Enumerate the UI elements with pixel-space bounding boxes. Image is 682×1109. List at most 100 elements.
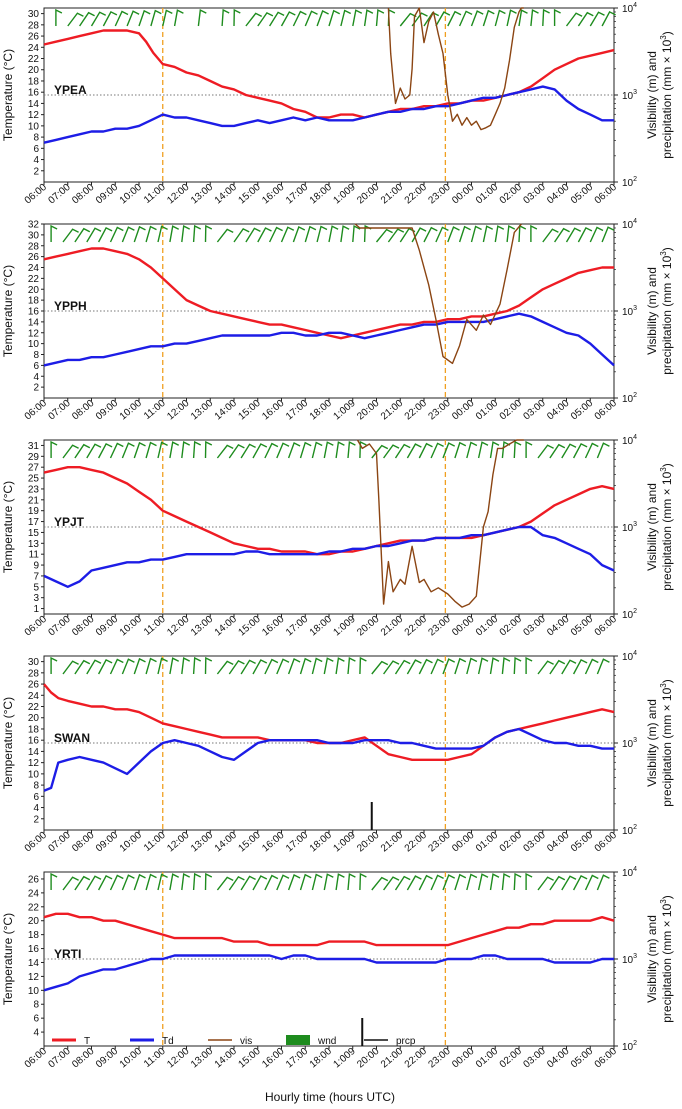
wind-barb	[126, 10, 140, 27]
wind-barb	[97, 226, 113, 243]
y-tick-label: 8	[33, 1000, 39, 1011]
right-tick-label: 102	[622, 392, 637, 405]
x-tick-label: 10:00	[118, 614, 145, 639]
right-axis-label-line1: Visibility (m) and	[645, 483, 659, 571]
wind-barb	[157, 225, 168, 243]
wind-barb	[157, 873, 168, 891]
wind-barb	[50, 440, 58, 458]
y-tick-label: 26	[28, 32, 40, 43]
wind-barb	[577, 226, 593, 243]
series-td-line	[43, 312, 615, 367]
wind-barb	[584, 874, 599, 891]
y-tick-label: 24	[28, 43, 40, 54]
wind-barb	[530, 9, 539, 27]
legend-label: prcp	[396, 1036, 416, 1047]
wind-barb	[435, 226, 449, 243]
wind-barb	[359, 440, 367, 459]
wind-barb	[287, 658, 301, 675]
series-vis-line	[354, 223, 522, 365]
x-tick-label: 02:00	[498, 398, 525, 423]
series-t-line	[43, 912, 615, 947]
y-tick-label: 13	[28, 539, 40, 550]
wind-barb	[518, 9, 528, 27]
wind-barb	[162, 9, 173, 27]
wind-barb	[245, 12, 263, 27]
x-tick-label: 16:00	[260, 1046, 287, 1071]
wind-barb	[192, 440, 202, 459]
x-tick-label: 12:00	[165, 1046, 192, 1071]
wind-barb	[86, 659, 102, 675]
x-tick-label: 16:00	[260, 614, 287, 639]
wind-barb	[121, 874, 135, 891]
wind-barb	[204, 224, 213, 243]
wind-barb	[530, 224, 538, 242]
wind-barb	[542, 8, 550, 27]
wind-barb	[133, 873, 146, 891]
wind-barb	[601, 10, 616, 27]
wind-barb	[435, 11, 451, 27]
x-tick-label: 21:00	[379, 1046, 406, 1071]
wind-barb	[90, 11, 107, 27]
x-tick-label: 02:00	[498, 614, 525, 639]
x-tick-label: 06:00	[23, 614, 50, 639]
right-axis-label-line1: Visibility (m) and	[645, 267, 659, 355]
wind-barb	[292, 10, 307, 27]
series-td-line	[43, 727, 614, 792]
y-tick-label: 18	[28, 76, 40, 87]
wind-barb	[304, 225, 317, 243]
wind-barb	[240, 659, 256, 675]
x-tick-label: 06:00	[593, 1046, 620, 1071]
y-tick-label: 6	[33, 361, 39, 372]
x-tick-label: 14:00	[213, 1046, 240, 1071]
x-tick-label: 07:00	[46, 182, 73, 207]
series-vis-line	[387, 7, 524, 131]
right-tick-label: 104	[622, 866, 637, 879]
x-tick-label: 23:00	[426, 398, 453, 423]
wind-barb	[269, 11, 285, 27]
wind-barb	[454, 441, 467, 459]
wind-barb	[601, 226, 615, 243]
x-tick-label: 13:00	[189, 1046, 216, 1071]
y-tick-label: 8	[33, 133, 39, 144]
wind-barb	[454, 873, 467, 891]
wind-barb	[383, 660, 400, 675]
wind-barb	[62, 660, 79, 675]
x-tick-label: 20:00	[355, 830, 382, 855]
y-tick-label: 20	[28, 65, 40, 76]
series-td-line	[43, 525, 615, 588]
wind-barb	[145, 225, 157, 243]
right-tick-label: 102	[622, 176, 637, 189]
x-tick-label: 12:00	[165, 182, 192, 207]
wind-barb	[79, 11, 95, 27]
wind-barb	[501, 657, 511, 675]
wind-barb	[340, 225, 350, 243]
legend-item-t: T	[52, 1036, 90, 1047]
wind-barb	[257, 227, 272, 243]
x-tick-label: 15:00	[236, 614, 263, 639]
series-td-line	[43, 85, 614, 144]
wind-barb	[470, 225, 482, 243]
wind-barb	[589, 226, 604, 243]
wind-barb	[121, 442, 135, 459]
y-tick-label: 24	[28, 691, 40, 702]
y-tick-label: 22	[28, 54, 40, 65]
x-tick-label: 23:00	[426, 1046, 453, 1071]
wind-barb	[169, 657, 180, 675]
x-tick-label: 1:009	[331, 398, 358, 423]
right-tick-label: 104	[622, 650, 637, 663]
y-tick-label: 6	[33, 1014, 39, 1025]
right-tick-label: 102	[622, 824, 637, 837]
x-tick-label: 05:00	[569, 830, 596, 855]
wind-barb	[121, 226, 135, 243]
x-tick-label: 16:00	[260, 182, 287, 207]
wind-barb	[525, 872, 533, 890]
wind-barb	[584, 658, 599, 675]
x-tick-label: 18:00	[308, 1046, 335, 1071]
legend-item-prcp: prcp	[364, 1036, 416, 1047]
wind-barb	[411, 12, 428, 27]
station-label: SWAN	[54, 731, 90, 745]
wind-barb	[565, 12, 583, 27]
wind-barb	[216, 228, 234, 243]
